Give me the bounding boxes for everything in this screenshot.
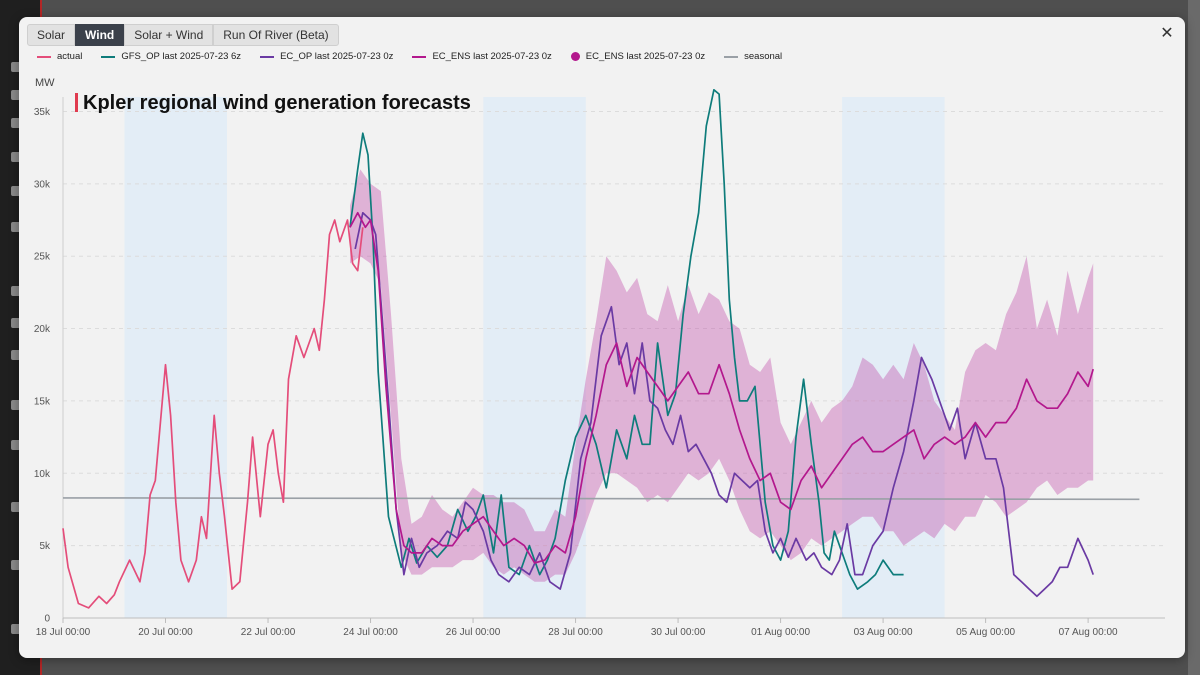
- x-tick-label: 30 Jul 00:00: [651, 627, 706, 638]
- x-tick-label: 22 Jul 00:00: [241, 627, 296, 638]
- tab-run-of-river[interactable]: Run Of River (Beta): [213, 24, 339, 46]
- legend-swatch: [101, 55, 116, 58]
- x-tick-label: 24 Jul 00:00: [343, 627, 398, 638]
- close-icon[interactable]: ✕: [1160, 25, 1174, 42]
- x-tick-label: 26 Jul 00:00: [446, 627, 501, 638]
- tab-wind[interactable]: Wind: [75, 24, 125, 46]
- x-tick-label: 20 Jul 00:00: [138, 627, 193, 638]
- legend-label: EC_ENS last 2025-07-23 0z: [432, 51, 552, 62]
- legend-item-ec-ens[interactable]: EC_ENS last 2025-07-23 0z: [412, 51, 552, 62]
- sidebar-icon[interactable]: [11, 118, 21, 128]
- sidebar-icon[interactable]: [11, 286, 21, 296]
- wind-chart: 0 5k 10k 15k 20k 25k 30k 35k MW 18 Jul 00:00 20 Ju…: [34, 77, 1165, 638]
- legend-item-actual[interactable]: actual: [37, 51, 82, 62]
- legend-swatch: [570, 52, 580, 61]
- chart-title: Kpler regional wind generation forecasts: [83, 92, 471, 114]
- sidebar-icon[interactable]: [11, 502, 21, 512]
- legend-swatch: [37, 55, 51, 58]
- y-tick-label: 20k: [34, 324, 51, 335]
- tab-solar-wind[interactable]: Solar + Wind: [124, 24, 214, 46]
- gfs-op-line: [349, 88, 904, 590]
- title-marker: [75, 93, 78, 112]
- x-tick-label: 05 Aug 00:00: [956, 627, 1015, 638]
- app-scrollbar[interactable]: [1188, 0, 1200, 675]
- legend-label: EC_ENS last 2025-07-23 0z: [585, 51, 706, 62]
- sidebar-icon[interactable]: [11, 560, 21, 570]
- sidebar-icon[interactable]: [11, 318, 21, 328]
- actual-line: [62, 219, 364, 609]
- legend-swatch: [412, 55, 427, 58]
- ensemble-range-band: [350, 169, 1094, 582]
- legend-item-ec-op[interactable]: EC_OP last 2025-07-23 0z: [260, 51, 393, 62]
- x-tick-label: 18 Jul 00:00: [36, 627, 91, 638]
- legend-item-gfs-op[interactable]: GFS_OP last 2025-07-23 6z: [101, 51, 241, 62]
- weekend-shade: [124, 97, 228, 618]
- y-tick-label: 0: [44, 614, 50, 625]
- legend-label: seasonal: [744, 51, 783, 62]
- x-tick-label: 07 Aug 00:00: [1059, 627, 1118, 638]
- legend-swatch: [260, 55, 275, 58]
- sidebar-icon[interactable]: [11, 152, 21, 162]
- x-tick-label: 01 Aug 00:00: [751, 627, 810, 638]
- sidebar-icon[interactable]: [11, 186, 21, 196]
- weekend-shade: [842, 97, 945, 618]
- sidebar-icon[interactable]: [11, 624, 21, 634]
- x-tick-label: 28 Jul 00:00: [548, 627, 603, 638]
- tab-bar: Solar Wind Solar + Wind Run Of River (Be…: [27, 24, 339, 46]
- y-tick-label: 10k: [34, 469, 51, 480]
- y-tick-label: 25k: [34, 252, 51, 263]
- legend-swatch: [724, 55, 739, 58]
- sidebar-icon[interactable]: [11, 62, 21, 72]
- chart-legend: actual GFS_OP last 2025-07-23 6z EC_OP l…: [37, 51, 801, 62]
- sidebar-icon[interactable]: [11, 222, 21, 232]
- chart-modal: Solar Wind Solar + Wind Run Of River (Be…: [19, 17, 1185, 658]
- legend-label: GFS_OP last 2025-07-23 6z: [121, 51, 242, 62]
- ec-ens-line: [349, 211, 1095, 564]
- seasonal-line: [62, 497, 1140, 501]
- legend-label: actual: [57, 51, 83, 62]
- sidebar-icon[interactable]: [11, 440, 21, 450]
- sidebar-icon[interactable]: [11, 90, 21, 100]
- sidebar-icon[interactable]: [11, 400, 21, 410]
- y-axis-label: MW: [35, 77, 55, 89]
- tab-solar[interactable]: Solar: [27, 24, 76, 46]
- legend-item-seasonal[interactable]: seasonal: [724, 51, 782, 62]
- ec-op-line: [354, 211, 1095, 598]
- y-tick-label: 30k: [34, 179, 51, 190]
- y-tick-label: 5k: [39, 541, 51, 552]
- x-tick-label: 03 Aug 00:00: [854, 627, 913, 638]
- legend-item-ec-ens-range[interactable]: EC_ENS last 2025-07-23 0z: [570, 51, 706, 62]
- y-tick-label: 15k: [34, 396, 51, 407]
- sidebar-icon[interactable]: [11, 350, 21, 360]
- y-tick-label: 35k: [34, 107, 51, 118]
- legend-label: EC_OP last 2025-07-23 0z: [280, 51, 394, 62]
